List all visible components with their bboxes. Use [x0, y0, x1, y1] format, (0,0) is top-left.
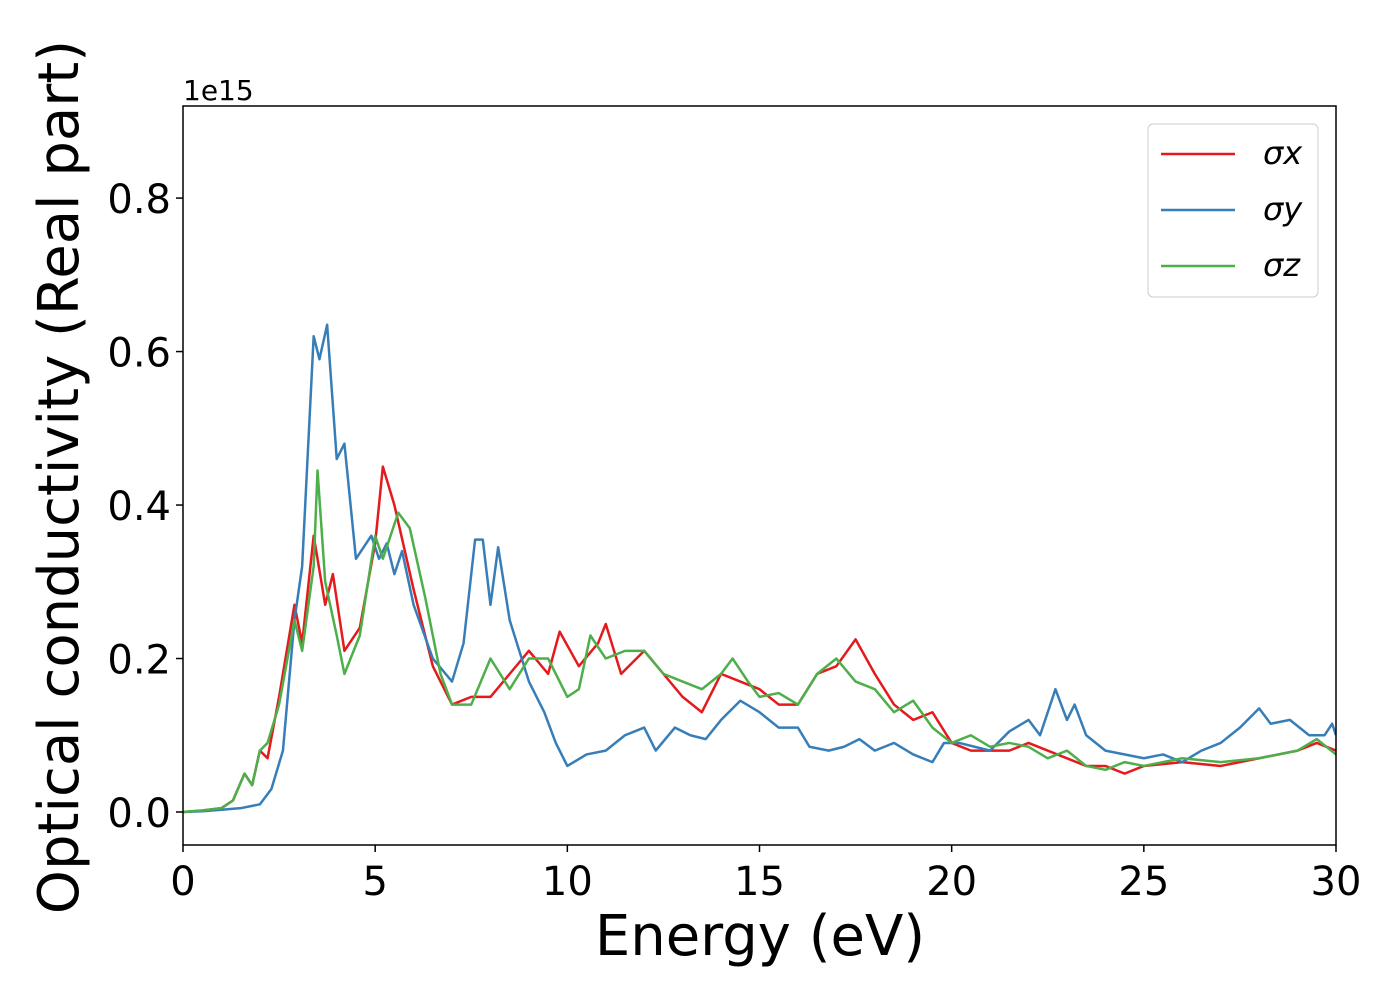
offset-text: 1e15	[183, 74, 254, 107]
x-tick-label: 30	[1311, 859, 1362, 905]
x-axis-label: Energy (eV)	[595, 904, 925, 969]
y-axis-label: Optical conductivity (Real part)	[27, 40, 92, 914]
series-line	[183, 469, 1336, 814]
x-tick-label: 20	[926, 859, 977, 905]
y-tick-label: 0.6	[107, 331, 171, 377]
legend-label: σx	[1263, 134, 1303, 172]
y-tick-label: 0.4	[107, 484, 171, 530]
x-tick-label: 25	[1118, 859, 1169, 905]
series-line	[183, 323, 1336, 814]
x-tick-label: 5	[362, 859, 387, 905]
x-tick-label: 10	[542, 859, 593, 905]
y-tick-label: 0.0	[107, 791, 171, 837]
plot-frame	[182, 105, 1337, 846]
x-tick-label: 15	[734, 859, 785, 905]
y-tick-label: 0.2	[107, 638, 171, 684]
legend-label: σz	[1263, 246, 1301, 284]
series-line	[183, 465, 1336, 814]
x-tick-label: 0	[170, 859, 195, 905]
legend-label: σy	[1263, 190, 1303, 228]
y-tick-label: 0.8	[107, 177, 171, 223]
